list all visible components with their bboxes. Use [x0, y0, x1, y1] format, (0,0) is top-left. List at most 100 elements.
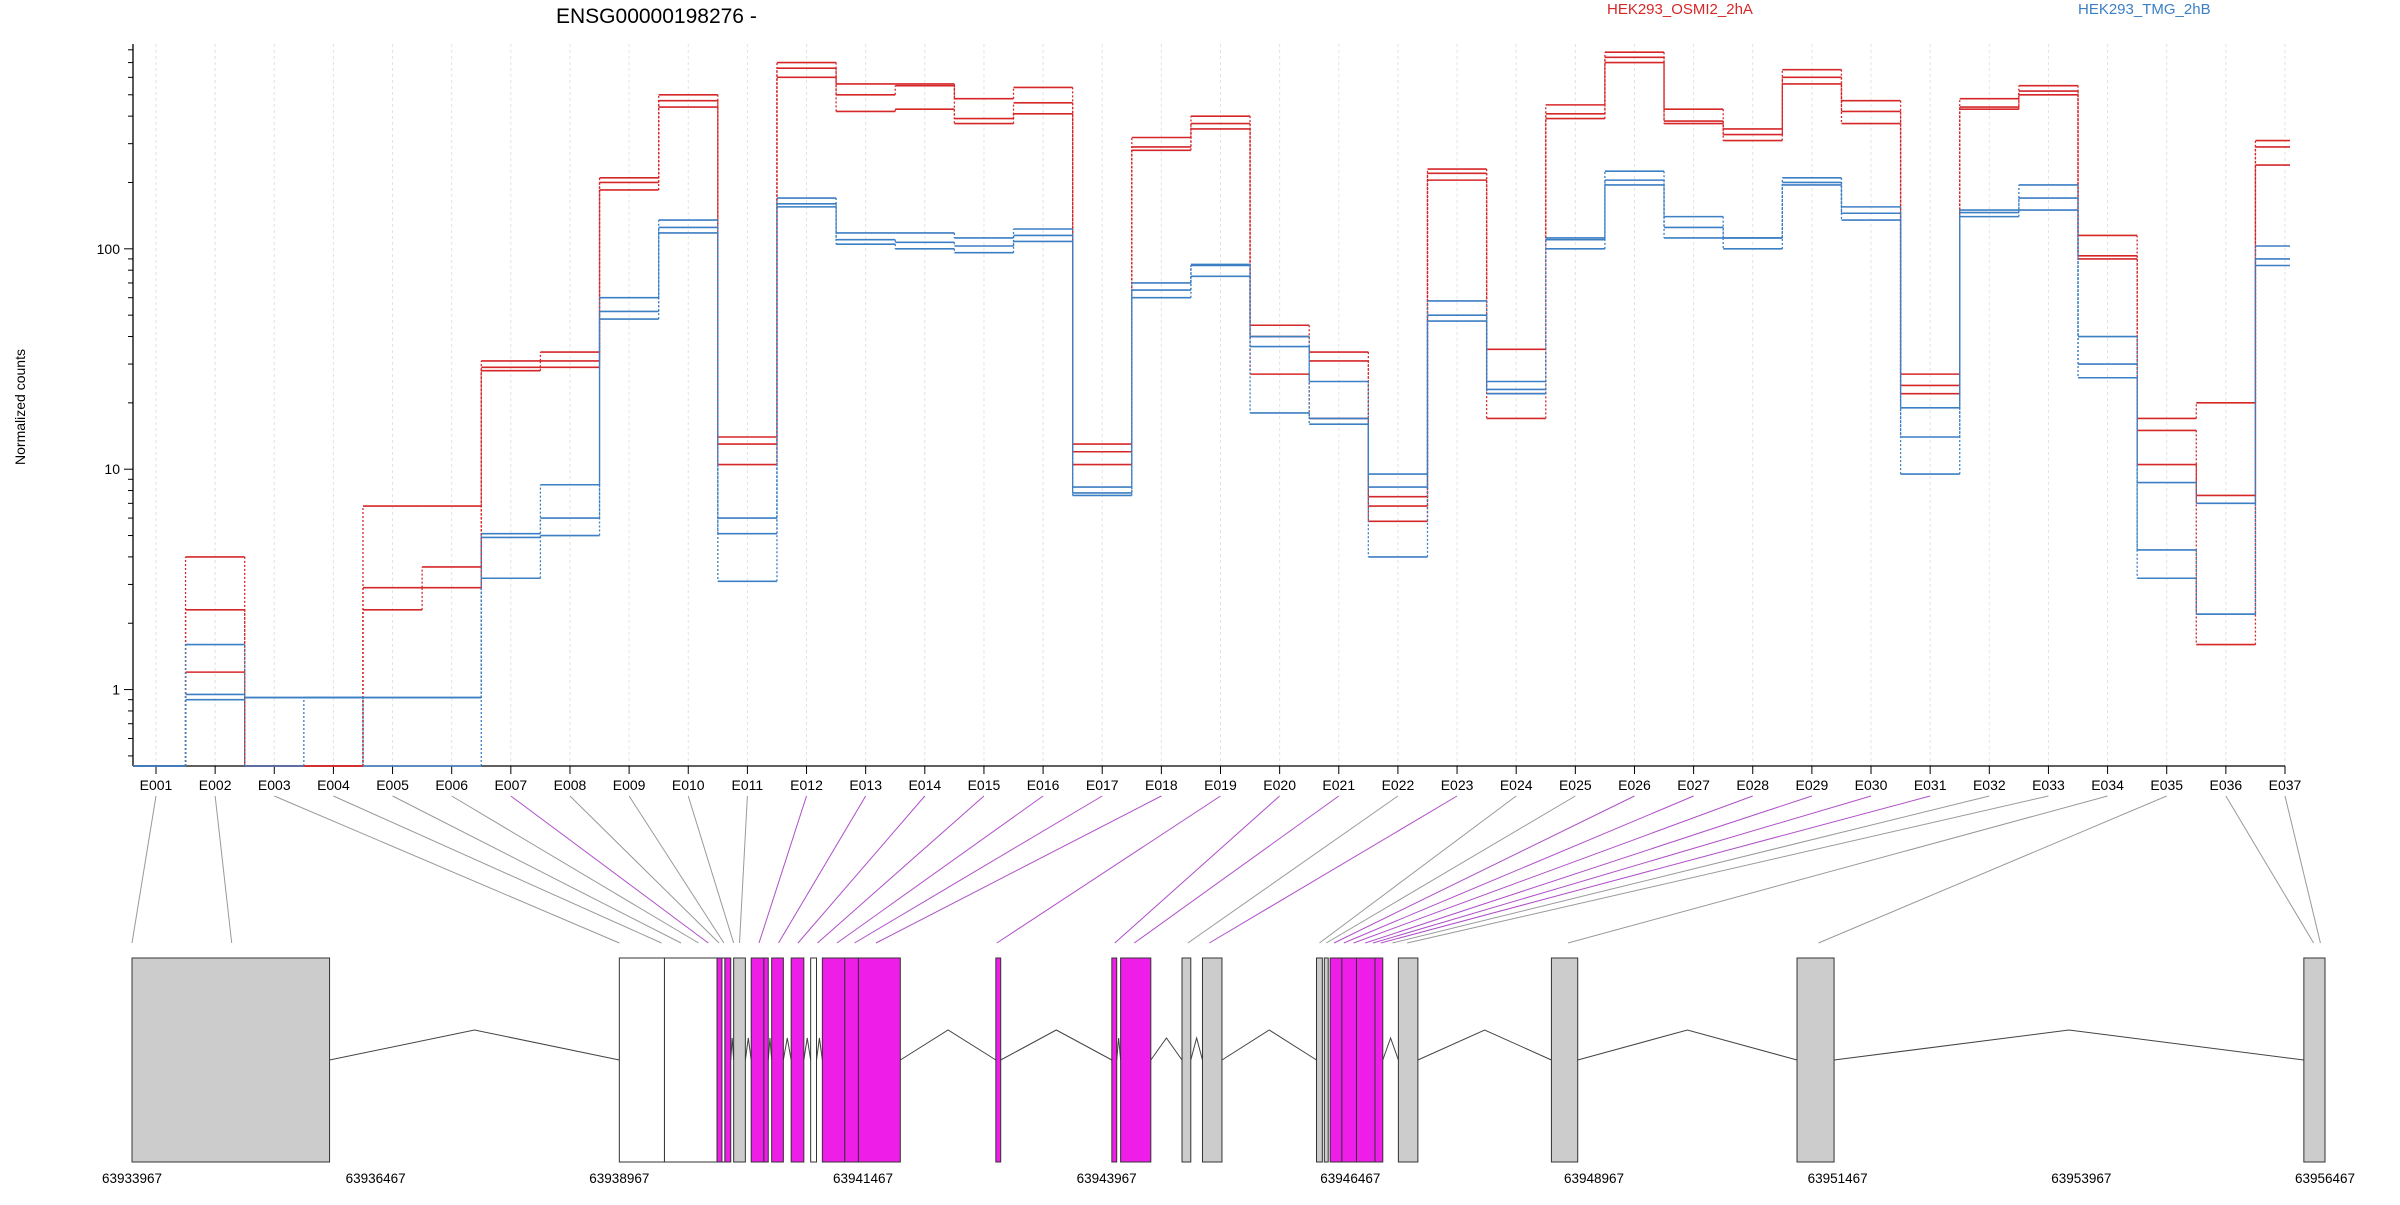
x-tick-label: E030	[1855, 777, 1888, 793]
intron	[1000, 1029, 1113, 1061]
x-tick-label: E009	[613, 777, 646, 793]
bin-connector	[854, 795, 1103, 944]
x-tick-label: E022	[1382, 777, 1415, 793]
x-tick-label: E015	[968, 777, 1001, 793]
y-tick-label: 10	[104, 461, 120, 477]
bin-connector	[569, 795, 720, 944]
intron	[1116, 1037, 1122, 1061]
exon-block	[1341, 957, 1357, 1163]
bin-connector	[1114, 795, 1280, 944]
bin-connector	[1365, 795, 1813, 944]
bin-connector	[875, 795, 1162, 944]
bin-connector	[996, 795, 1221, 944]
exon-block	[1316, 957, 1323, 1163]
exon-block	[763, 957, 769, 1163]
x-tick-label: E018	[1145, 777, 1178, 793]
exon-block	[131, 957, 331, 1163]
exon-block	[844, 957, 859, 1163]
intron	[1833, 1029, 2304, 1061]
exon-block	[857, 957, 901, 1163]
x-tick-label: E002	[199, 777, 232, 793]
intron	[1577, 1029, 1798, 1061]
exon-block	[821, 957, 846, 1163]
x-tick-label: E016	[1027, 777, 1060, 793]
exon-block	[1323, 957, 1329, 1163]
bin-connector	[1818, 795, 2167, 944]
y-axis-label: Normalized counts	[12, 349, 28, 465]
x-tick-label: E026	[1618, 777, 1651, 793]
intron	[1382, 1036, 1399, 1061]
chart-title: ENSG00000198276 -	[556, 5, 757, 28]
bin-connector	[778, 795, 867, 944]
exon-block	[750, 957, 765, 1163]
x-tick-label: E027	[1677, 777, 1710, 793]
exon-block	[716, 957, 723, 1163]
coordinate-label: 63933967	[102, 1171, 162, 1186]
y-tick-label: 100	[97, 241, 121, 257]
bin-connector	[836, 795, 1044, 944]
bin-connector	[1319, 795, 1517, 944]
bin-connector	[1133, 795, 1340, 944]
bin-connector	[758, 795, 808, 944]
exon-block	[1201, 957, 1223, 1163]
intron	[744, 1037, 752, 1061]
exon-block	[1796, 957, 1835, 1163]
series-HEK293_TMG_2hB-rep2	[133, 179, 2290, 767]
x-tick-label: E005	[376, 777, 409, 793]
bin-connector	[1209, 795, 1458, 944]
exon-block	[724, 957, 732, 1163]
x-tick-label: E013	[849, 777, 882, 793]
intron	[1221, 1029, 1317, 1061]
bin-connector	[333, 795, 662, 944]
x-tick-label: E010	[672, 777, 705, 793]
x-tick-label: E007	[494, 777, 527, 793]
x-tick-label: E017	[1086, 777, 1119, 793]
bin-connector	[1353, 795, 1753, 944]
bin-connector	[1372, 795, 1872, 944]
series-HEK293_OSMI2_2hA-rep1	[133, 51, 2290, 767]
y-tick-label: 1	[112, 682, 120, 698]
series-HEK293_OSMI2_2hA-rep3	[133, 61, 2290, 767]
bin-connector	[1343, 795, 1694, 944]
bin-connector	[1567, 795, 2108, 944]
exon-block	[790, 957, 805, 1163]
x-tick-label: E029	[1796, 777, 1829, 793]
x-tick-label: E003	[258, 777, 291, 793]
exon-block	[995, 957, 1002, 1163]
intron	[1417, 1029, 1552, 1061]
axes: 1 10 100 E001 E002 E003 E004 E005 E006 E007 E008 E0…	[97, 44, 2302, 793]
x-tick-label: E023	[1441, 777, 1474, 793]
exon-block	[1181, 957, 1192, 1163]
x-tick-label: E028	[1736, 777, 1769, 793]
bin-connector	[2225, 795, 2315, 944]
intron	[816, 1037, 823, 1061]
bin-connector	[1187, 795, 1399, 944]
exon-block	[663, 957, 718, 1163]
coordinate-label: 63946467	[1320, 1171, 1380, 1186]
x-tick-label: E011	[732, 777, 764, 793]
bin-connector	[1333, 795, 1635, 944]
exon-block	[1120, 957, 1152, 1163]
legend-entry-tmg: HEK293_TMG_2hB	[2078, 1, 2211, 18]
intron	[900, 1029, 997, 1061]
series-HEK293_OSMI2_2hA-rep2	[133, 56, 2290, 767]
x-tick-label: E006	[435, 777, 468, 793]
bin-connector	[451, 795, 699, 944]
bin-connectors	[131, 795, 2321, 944]
exon-block	[1550, 957, 1579, 1163]
bin-connector	[1380, 795, 1931, 944]
bin-connector	[392, 795, 682, 944]
exon-block	[1329, 957, 1343, 1163]
exon-block	[1355, 957, 1376, 1163]
intron	[767, 1037, 773, 1061]
series-lines	[133, 51, 2290, 767]
bin-connector	[131, 795, 157, 944]
x-tick-label: E033	[2032, 777, 2065, 793]
x-tick-label: E031	[1914, 777, 1947, 793]
bin-connector	[274, 795, 620, 944]
bin-connector	[1326, 795, 1576, 944]
header: ENSG00000198276 - HEK293_OSMI2_2hA HEK29…	[556, 1, 2211, 28]
exon-block	[733, 957, 746, 1163]
bin-connector	[1407, 795, 2049, 944]
